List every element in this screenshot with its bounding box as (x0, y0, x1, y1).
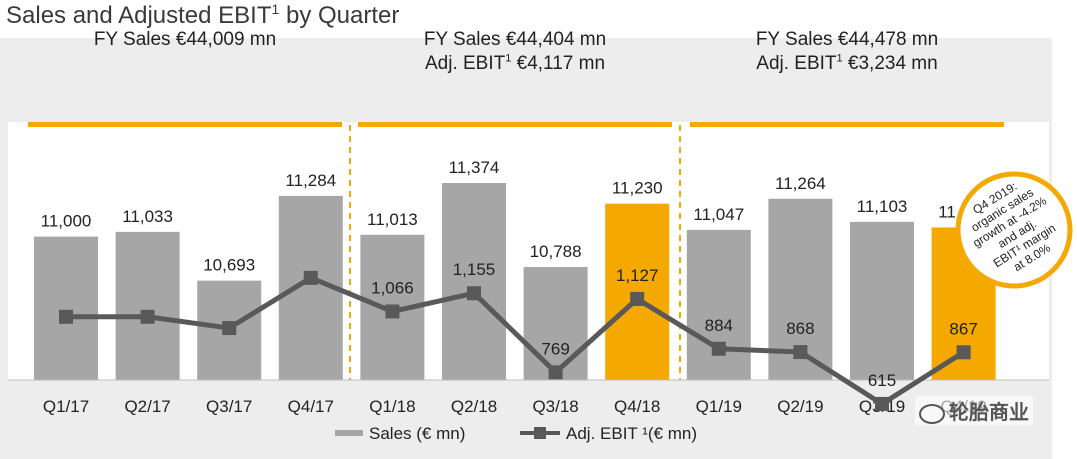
ebit-label-Q1-19: 884 (705, 316, 733, 335)
fy-2018-sales: FY Sales €44,404 mn (423, 29, 607, 50)
ebit-marker-Q1-19 (711, 341, 726, 356)
page-title: Sales and Adjusted EBIT1 by Quarter (6, 2, 399, 30)
bar-sales-Q1-19 (686, 229, 751, 380)
fy-header-bar-2 (358, 122, 672, 127)
ebit-label-Q4-19: 867 (949, 319, 977, 338)
bar-label-Q1-17: 11,000 (41, 212, 92, 231)
watermark-text: 轮胎商业 (949, 402, 1029, 424)
fy-2019-ebit-sup: 1 (836, 52, 843, 65)
x-tick-Q1-19: Q1/19 (696, 397, 742, 416)
ebit-marker-Q4-18 (630, 291, 645, 306)
ebit-marker-Q1-18 (385, 304, 400, 319)
x-tick-Q1-18: Q1/18 (369, 397, 415, 416)
bar-label-Q3-18: 10,788 (530, 242, 582, 261)
ebit-marker-Q1-17 (59, 309, 73, 324)
x-tick-Q3-17: Q3/17 (206, 397, 252, 416)
ebit-marker-Q4-17 (303, 270, 318, 285)
ebit-line (66, 275, 965, 407)
bar-label-Q3-19: 11,103 (857, 197, 908, 216)
fy-2017-sales: FY Sales €44,009 mn (93, 29, 277, 50)
fy-2018-ebit-label: Adj. EBIT (424, 53, 506, 74)
ebit-marker-Q3-17 (222, 321, 237, 336)
fy-2017-header: FY Sales €44,009 mn (28, 28, 342, 52)
bar-sales-Q2-18 (442, 183, 506, 380)
ebit-label-Q1-18: 1,066 (371, 278, 414, 297)
fy-2019-header: FY Sales €44,478 mn Adj. EBIT1 €3,234 mn (690, 28, 1004, 76)
callout-circle (955, 171, 1073, 289)
bar-label-Q3-17: 10,693 (203, 256, 255, 275)
x-tick-Q1-17: Q1/17 (43, 397, 89, 416)
ebit-label-Q3-19: 615 (868, 371, 896, 390)
x-tick-Q2-19: Q2/19 (777, 397, 823, 416)
fy-2019-ebit: Adj. EBIT1 €3,234 mn (690, 52, 1004, 76)
fy-2018-header: FY Sales €44,404 mn Adj. EBIT1 €4,117 mn (358, 28, 672, 76)
ebit-marker-Q3-19 (875, 396, 889, 411)
ebit-label-Q3-18: 769 (541, 339, 569, 358)
bar-label-Q2-18: 11,374 (449, 158, 500, 177)
legend-ebit-label: Adj. EBIT ¹(€ mn) (566, 424, 697, 443)
legend-ebit-marker (534, 427, 546, 439)
watermark: 轮胎商业 (915, 396, 1033, 425)
ebit-marker-Q3-18 (548, 365, 563, 380)
fy-2018-ebit-value: €4,117 mn (511, 53, 606, 74)
fy-2018-ebit: Adj. EBIT1 €4,117 mn (358, 52, 672, 76)
legend-sales-label: Sales (€ mn) (369, 424, 465, 443)
x-tick-Q4-17: Q4/17 (288, 397, 334, 416)
fy-header-bar-1 (28, 122, 342, 127)
ebit-label-Q2-19: 868 (786, 319, 814, 338)
fy-2019-ebit-value: €3,234 mn (842, 53, 938, 74)
x-tick-Q4-18: Q4/18 (614, 397, 660, 416)
ebit-label-Q2-18: 1,155 (453, 260, 496, 279)
bar-label-Q1-19: 11,047 (693, 205, 744, 224)
bar-label-Q4-17: 11,284 (285, 171, 336, 190)
wechat-icon (919, 403, 945, 424)
bar-label-Q1-18: 11,013 (367, 210, 418, 229)
bar-sales-Q1-17 (34, 236, 98, 380)
bar-sales-Q3-18 (523, 267, 588, 380)
title-text: Sales and Adjusted EBIT (6, 2, 272, 29)
legend-sales-swatch (335, 430, 363, 436)
ebit-marker-Q2-17 (140, 309, 155, 324)
x-tick-Q2-17: Q2/17 (124, 397, 170, 416)
bar-label-Q2-19: 11,264 (775, 174, 826, 193)
bar-sales-Q2-17 (115, 231, 180, 380)
x-tick-Q3-18: Q3/18 (532, 397, 578, 416)
ebit-marker-Q2-19 (793, 345, 808, 360)
x-tick-Q2-18: Q2/18 (451, 397, 497, 416)
bar-sales-Q3-19 (850, 221, 914, 380)
fy-2019-ebit-label: Adj. EBIT (756, 53, 837, 74)
bar-label-Q4-18: 11,230 (612, 179, 663, 198)
fy-2019-sales: FY Sales €44,478 mn (755, 29, 939, 50)
title-superscript: 1 (271, 1, 280, 17)
fy-header-bar-3 (690, 122, 1004, 127)
title-suffix: by Quarter (279, 2, 400, 29)
bar-sales-Q4-18 (605, 203, 670, 380)
bar-label-Q2-17: 11,033 (122, 207, 173, 226)
ebit-marker-Q2-18 (467, 286, 481, 301)
ebit-label-Q4-18: 1,127 (616, 266, 659, 285)
fy-2018-ebit-sup: 1 (505, 52, 512, 65)
ebit-marker-Q4-19 (956, 345, 971, 360)
